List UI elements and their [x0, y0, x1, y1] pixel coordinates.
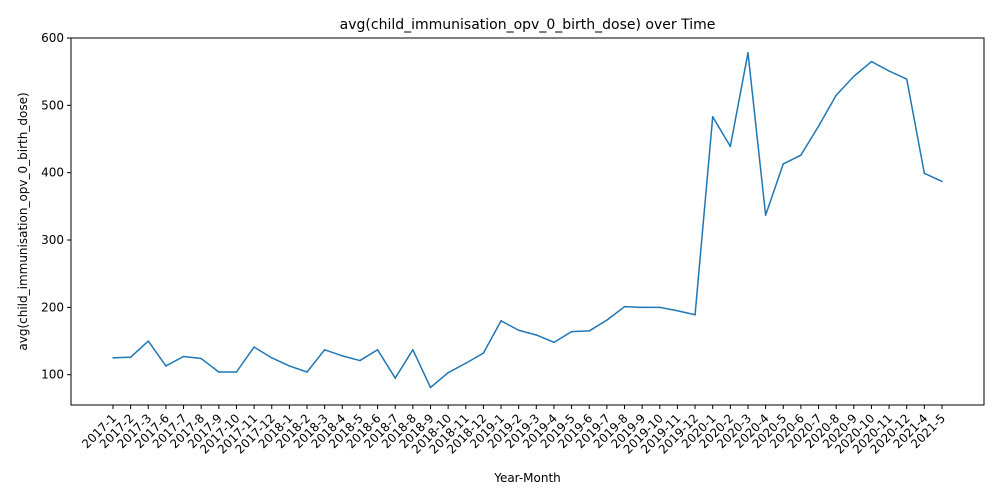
data-point [235, 371, 238, 373]
data-point [853, 75, 855, 78]
data-point [182, 355, 185, 358]
y-tick-label: 200 [41, 300, 64, 314]
data-point [323, 349, 326, 351]
series-line [112, 52, 943, 389]
y-tick-label: 500 [41, 98, 64, 112]
data-point [817, 125, 820, 127]
data-point [306, 371, 308, 373]
y-tick-label: 300 [41, 233, 64, 247]
data-point [606, 319, 608, 321]
data-point [270, 357, 273, 359]
data-point [676, 309, 679, 312]
data-point [218, 371, 220, 373]
data-point [376, 349, 379, 351]
data-point [482, 352, 485, 354]
data-point [870, 60, 873, 63]
x-axis-title: Year-Month [493, 471, 561, 485]
data-point [112, 357, 114, 359]
data-point [129, 356, 132, 358]
data-point [500, 320, 502, 322]
data-point [711, 116, 714, 118]
data-point [447, 371, 449, 374]
data-point [747, 52, 749, 54]
data-point [941, 180, 943, 183]
data-point [659, 306, 661, 309]
data-point [923, 172, 926, 175]
chart-title: avg(child_immunisation_opv_0_birth_dose)… [340, 17, 716, 33]
data-point [729, 145, 732, 148]
data-point [641, 306, 643, 309]
data-point [694, 314, 696, 316]
y-axis: 100 200 300 400 500 600 [41, 31, 71, 382]
plot-frame [70, 37, 985, 406]
data-point [200, 357, 202, 360]
data-point [800, 154, 802, 156]
data-point [147, 340, 150, 342]
data-point [394, 377, 396, 379]
data-point [253, 346, 255, 348]
data-point [905, 78, 908, 80]
data-point [465, 362, 467, 364]
data-point [517, 329, 520, 332]
data-point [412, 349, 414, 351]
data-point [553, 341, 555, 344]
data-point [623, 305, 626, 308]
data-point [764, 214, 767, 216]
data-point [429, 386, 432, 389]
data-point [165, 365, 167, 367]
data-point [782, 163, 785, 165]
y-tick-label: 600 [41, 31, 64, 45]
data-point [835, 94, 837, 96]
data-point [888, 70, 890, 72]
plot-area [112, 52, 943, 389]
y-axis-title: avg(child_immunisation_opv_0_birth_dose) [16, 92, 30, 350]
data-point [588, 330, 590, 332]
y-tick-label: 400 [41, 166, 64, 180]
data-point [359, 359, 361, 362]
data-point [570, 330, 573, 333]
data-point [341, 355, 344, 357]
y-tick-label: 100 [41, 368, 64, 382]
data-point [535, 334, 538, 336]
data-point [288, 365, 291, 367]
